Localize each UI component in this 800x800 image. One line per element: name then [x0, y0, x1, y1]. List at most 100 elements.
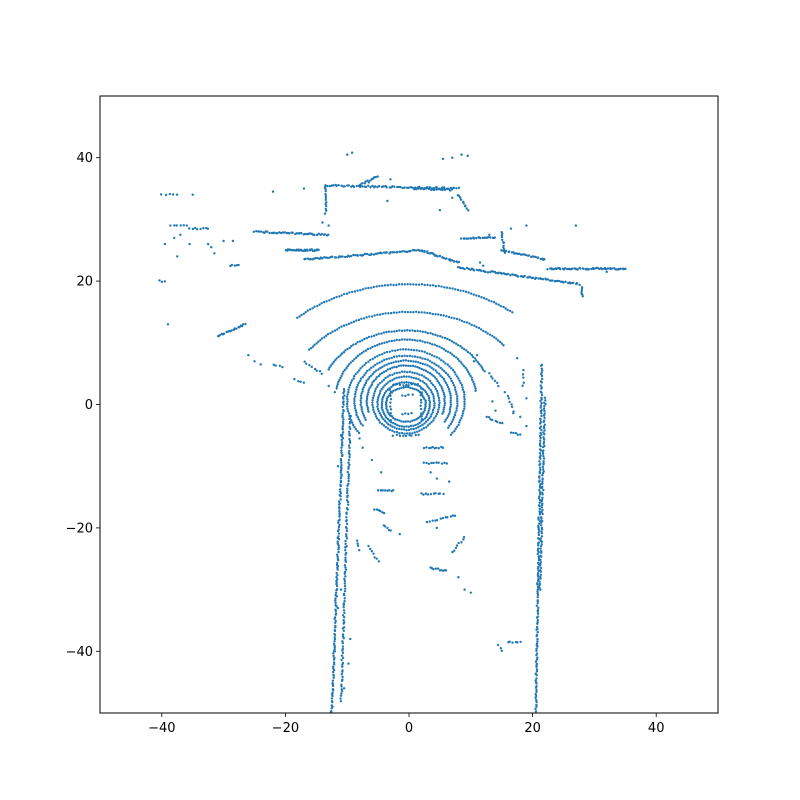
data-point	[473, 382, 476, 386]
data-point	[496, 381, 499, 385]
data-point	[345, 529, 349, 533]
data-point	[376, 313, 379, 317]
data-point	[402, 375, 406, 378]
data-point	[392, 311, 396, 314]
data-point	[342, 351, 346, 354]
data-point	[410, 348, 413, 352]
data-point	[399, 250, 402, 254]
data-point	[475, 353, 479, 357]
data-point	[463, 267, 466, 271]
data-point	[373, 556, 376, 559]
data-point	[465, 349, 468, 352]
data-point	[337, 544, 340, 547]
data-point	[393, 372, 396, 375]
data-point	[339, 354, 342, 357]
data-point	[377, 368, 380, 371]
data-point	[543, 416, 546, 420]
data-point	[447, 480, 451, 483]
data-point	[417, 416, 420, 420]
data-point	[537, 606, 540, 610]
data-point	[376, 385, 379, 389]
data-point	[332, 652, 335, 655]
data-point	[405, 375, 408, 378]
data-point	[346, 503, 350, 506]
data-point	[346, 470, 349, 474]
data-point	[444, 371, 448, 375]
data-point	[539, 457, 542, 460]
data-point	[557, 279, 561, 283]
data-point	[335, 357, 338, 360]
data-point	[414, 377, 418, 380]
data-point	[347, 461, 350, 464]
data-point	[444, 381, 448, 385]
data-point	[384, 403, 388, 406]
data-point	[413, 338, 417, 342]
data-point	[540, 414, 543, 418]
data-point	[542, 455, 545, 458]
data-point	[359, 379, 362, 383]
data-point	[160, 280, 164, 283]
data-point	[392, 417, 395, 420]
data-point	[325, 334, 328, 337]
data-point	[331, 694, 334, 698]
data-point	[534, 660, 538, 663]
data-point	[399, 359, 403, 363]
data-point	[430, 381, 433, 385]
data-point	[336, 529, 340, 533]
data-point	[372, 410, 376, 414]
data-point	[503, 390, 506, 394]
data-point	[448, 410, 452, 413]
data-point	[401, 394, 404, 397]
data-point	[342, 593, 346, 597]
data-point	[324, 184, 327, 187]
data-point	[540, 391, 543, 394]
data-point	[388, 374, 391, 377]
data-point	[346, 484, 349, 487]
data-point	[535, 604, 539, 607]
data-point	[340, 325, 343, 328]
data-point	[450, 340, 454, 343]
data-point	[384, 401, 388, 404]
data-point	[341, 405, 344, 409]
y-tick-label: −40	[66, 645, 93, 660]
data-point	[479, 269, 483, 272]
data-point	[385, 186, 388, 189]
data-point	[543, 396, 547, 399]
data-point	[445, 286, 449, 289]
data-point	[542, 431, 545, 434]
data-point	[429, 284, 432, 287]
data-point	[390, 366, 394, 369]
data-point	[374, 363, 377, 367]
data-point	[463, 320, 466, 324]
data-point	[429, 492, 433, 496]
data-point	[360, 392, 363, 395]
data-point	[337, 525, 341, 529]
data-point	[369, 186, 372, 189]
data-point	[406, 329, 409, 332]
data-point	[491, 400, 494, 403]
data-point	[438, 208, 442, 212]
data-point	[343, 577, 346, 581]
data-point	[450, 367, 453, 370]
data-point	[436, 567, 440, 570]
data-point	[373, 370, 376, 374]
data-point	[459, 267, 463, 270]
data-point	[431, 333, 435, 336]
data-point	[452, 354, 456, 358]
data-point	[347, 390, 350, 394]
data-point	[539, 364, 543, 367]
data-point	[475, 325, 478, 329]
data-point	[398, 432, 401, 435]
data-point	[472, 360, 476, 363]
data-point	[538, 434, 542, 438]
data-point	[535, 625, 539, 629]
data-point	[336, 566, 339, 570]
data-point	[340, 352, 344, 355]
data-point	[541, 493, 544, 496]
data-point	[538, 513, 542, 516]
data-point	[389, 414, 393, 418]
data-point	[353, 392, 357, 396]
data-point	[320, 232, 323, 236]
data-point	[504, 249, 508, 253]
data-point	[341, 649, 344, 652]
